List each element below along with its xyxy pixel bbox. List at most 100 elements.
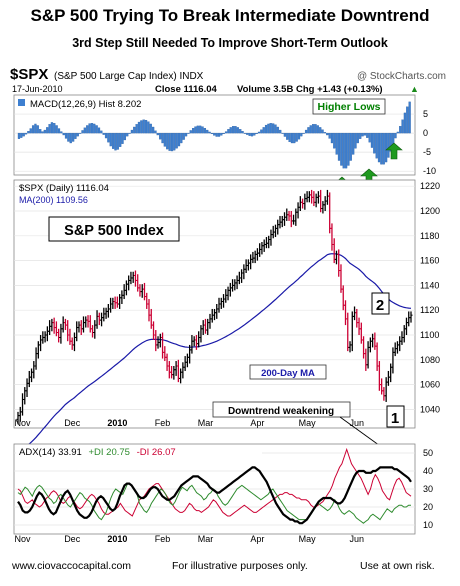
macd-hist-bar <box>64 132 68 139</box>
footer-website: www.ciovaccocapital.com <box>12 560 132 572</box>
price-ohlc-bars <box>16 189 413 425</box>
ma200-line <box>17 253 412 453</box>
price-month-label: May <box>299 418 317 428</box>
index-label-box <box>48 216 180 242</box>
macd-hist-bar <box>300 132 303 137</box>
macd-hist-bar <box>248 132 251 136</box>
macd-hist-bar <box>86 125 89 134</box>
macd-hist-bar <box>48 124 51 134</box>
step1-label: 1 <box>391 410 399 427</box>
macd-hist-bar <box>314 124 317 134</box>
step2-box <box>371 292 390 315</box>
price-tick-label: 1220 <box>420 181 440 191</box>
price-month-label: Nov <box>15 418 32 428</box>
macd-legend-swatch <box>18 99 25 106</box>
macd-hist-bar <box>130 129 134 134</box>
macd-hist-bar <box>326 132 329 136</box>
macd-hist-bar <box>321 129 324 134</box>
macd-hist-bar <box>246 132 249 135</box>
ma-label-box <box>249 364 327 380</box>
macd-hist-bar <box>363 132 367 136</box>
macd-hist-bar <box>199 125 202 134</box>
adx-legend: ADX(14) 33.91 +DI 20.75 -DI 26.07 <box>19 447 176 458</box>
macd-hist-bar <box>149 123 152 134</box>
macd-hist-bar <box>312 124 315 134</box>
macd-hist-bar <box>177 132 181 147</box>
macd-hist-bar <box>31 125 35 134</box>
date-label: 17-Jun-2010 <box>12 84 63 94</box>
macd-hist-bar <box>356 132 359 144</box>
macd-hist-bar <box>154 130 157 134</box>
macd-hist-bar <box>20 132 23 138</box>
macd-hist-bar <box>151 126 155 134</box>
adx-month-label: May <box>299 534 317 544</box>
index-label: S&P 500 Index <box>64 223 164 239</box>
macd-hist-bar <box>352 132 355 155</box>
macd-tick-label: 0 <box>423 128 428 138</box>
macd-tick-label: 5 <box>423 109 428 119</box>
macd-hist-bar <box>337 132 341 161</box>
macd-hist-bar <box>253 132 256 136</box>
macd-hist-bar <box>111 132 115 149</box>
macd-hist-bar <box>140 120 143 134</box>
macd-hist-bar <box>231 126 235 134</box>
macd-hist-bar <box>53 123 56 134</box>
adx-tick-label: 30 <box>423 484 433 494</box>
price-month-label: Mar <box>198 418 214 428</box>
macd-hist-bar <box>22 132 25 137</box>
macd-hist-bar <box>243 132 247 134</box>
macd-hist-bar <box>60 131 63 134</box>
change-label: Chg +1.43 (+0.13%) <box>296 84 383 95</box>
price-month-label: 2010 <box>107 418 127 428</box>
adx-month-label: Jun <box>350 534 365 544</box>
macd-hist-bar <box>104 132 108 139</box>
macd-hist-bar <box>144 119 148 134</box>
macd-legend: MACD(12,26,9) Hist 8.202 <box>30 99 141 110</box>
macd-hist-bar <box>194 126 197 134</box>
macd-hist-bar <box>166 132 169 150</box>
macd-hist-bar <box>227 129 230 134</box>
macd-tick-label: -10 <box>423 166 436 176</box>
macd-hist-bar <box>396 131 399 134</box>
macd-hist-bar <box>55 125 58 134</box>
macd-hist-bar <box>283 132 287 137</box>
macd-hist-bar <box>128 132 131 134</box>
macd-hist-bar <box>71 132 75 142</box>
macd-hist-bar <box>168 132 171 151</box>
chart-subtitle: 3rd Step Still Needed To Improve Short-T… <box>72 36 388 50</box>
adx-tick-label: 40 <box>423 466 433 476</box>
macd-hist-bar <box>281 132 284 134</box>
macd-hist-bar <box>83 127 86 134</box>
macd-hist-bar <box>401 119 404 134</box>
adx-tick-label: 50 <box>423 448 433 458</box>
macd-hist-bar <box>114 132 117 151</box>
macd-hist-bar <box>79 132 82 134</box>
macd-hist-bar <box>380 132 383 165</box>
macd-hist-bar <box>297 132 301 140</box>
macd-hist-bar <box>170 132 174 152</box>
price-axis-ticks: 1040 1060 1080 1100 1120 1140 1160 1180 1200 1220 <box>420 181 440 414</box>
macd-hist-bar <box>323 132 327 134</box>
macd-hist-bar <box>57 128 61 134</box>
macd-hist-bar <box>203 127 207 134</box>
higher-lows-box <box>312 98 386 115</box>
macd-hist-bar <box>234 126 237 134</box>
macd-hist-bar <box>119 132 122 147</box>
macd-axis-ticks: 5 0 -5 -10 <box>423 109 436 176</box>
macd-hist-bar <box>257 131 261 134</box>
macd-hist-bar <box>107 132 110 143</box>
macd-hist-bar <box>208 131 211 134</box>
macd-hist-bar <box>76 132 79 137</box>
macd-hist-bar <box>156 132 159 136</box>
adx-legend-bg <box>16 446 262 458</box>
macd-hist-bar <box>50 122 54 134</box>
macd-hist-bar <box>88 123 91 134</box>
macd-hist-bar <box>349 132 352 161</box>
macd-hist-bar <box>377 132 381 163</box>
index-name-label: (S&P 500 Large Cap Index) INDX <box>54 71 204 82</box>
macd-hist-bar <box>159 132 162 140</box>
macd-hist-bar <box>387 132 390 158</box>
macd-hist-bar <box>272 123 275 134</box>
adx-month-label: Mar <box>198 534 214 544</box>
macd-hist-bar <box>189 130 192 134</box>
